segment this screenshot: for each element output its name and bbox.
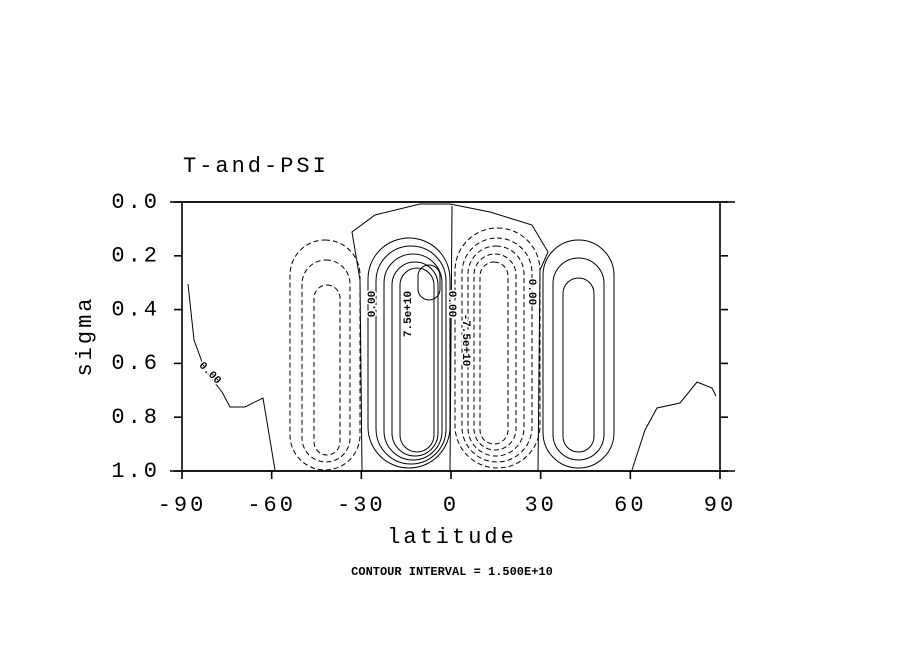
footer: CONTOUR INTERVAL = 1.500E+10 [351,565,553,579]
contour-label: 0.00 [196,360,223,387]
x-tick-label: 60 [614,493,646,518]
contour-line [631,381,717,471]
x-tick-label: 0 [443,493,459,518]
y-tick-label: 0.2 [111,244,160,269]
contour-line [542,239,615,469]
contour-line [449,205,453,471]
contour-line [467,245,525,457]
y-tick-label: 1.0 [111,459,160,484]
contour-label: 7.5e+10 [403,291,415,337]
contour-line [399,267,435,453]
x-tick-label: -30 [337,493,386,518]
contour-line [391,261,439,457]
x-tick-label: -60 [247,493,296,518]
contour-line [461,237,533,463]
contour-label: 0.00 [525,279,537,305]
y-tick-label: 0.4 [111,297,160,322]
contour-line [417,264,441,301]
contour-line [375,245,447,465]
contour-line [454,227,541,469]
x-tick-label: 90 [704,493,736,518]
contour-line [351,203,549,471]
contour-line [313,284,341,456]
contour-line [383,253,443,461]
x-axis-label: latitude [387,525,517,550]
contour-label: 0.00 [367,291,379,317]
contour-line [367,237,451,469]
contour-line [301,259,351,463]
contour-line [562,277,595,453]
contour-label: 0.00 [445,291,457,317]
contour-line [479,261,509,445]
contour-line [473,253,517,451]
y-tick-label: 0.6 [111,351,160,376]
x-tick-label: 30 [524,493,556,518]
x-tick-label: -90 [158,493,207,518]
contour-line [289,239,361,471]
y-axis-label: sigma [73,295,98,376]
y-tick-label: 0.0 [111,190,160,215]
y-tick-label: 0.8 [111,405,160,430]
chart-title: T-and-PSI [183,154,329,179]
contour-line [552,257,605,461]
contour-label: -7.5e+10 [459,314,471,367]
contour-line [187,283,276,471]
